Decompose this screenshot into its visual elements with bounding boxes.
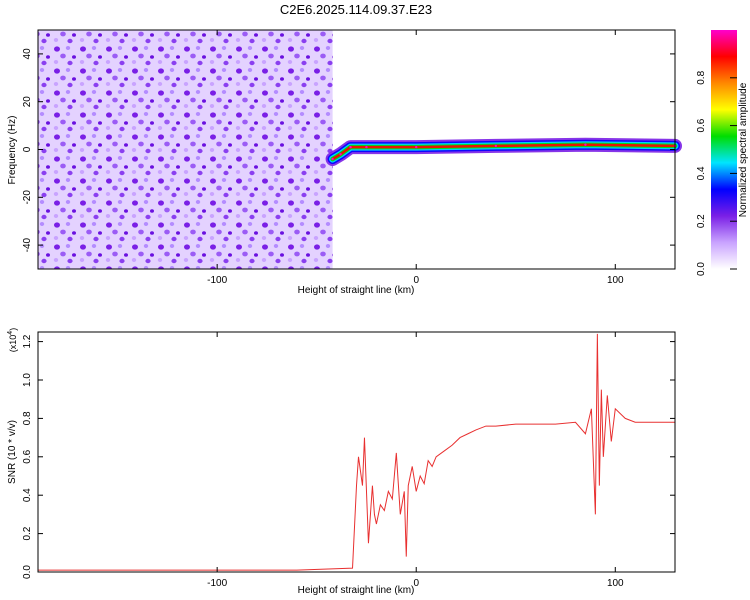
spectrogram-x-tick-label: -100 bbox=[207, 275, 227, 286]
signal-point bbox=[331, 157, 334, 161]
snr-y-tick-label: 0.8 bbox=[22, 411, 33, 425]
spectrogram-y-tick-label: -40 bbox=[22, 237, 33, 252]
spectrogram-x-tick-label: 100 bbox=[607, 275, 624, 286]
spectrogram-y-label: Frequency (Hz) bbox=[7, 116, 18, 185]
snr-x-tick-label: 100 bbox=[607, 578, 624, 589]
snr-y-tick-label: 0.0 bbox=[22, 565, 33, 579]
spectrogram-y-tick-label: 20 bbox=[22, 96, 33, 108]
spectrogram-x-label: Height of straight line (km) bbox=[298, 285, 415, 296]
snr-y-tick-label: 0.6 bbox=[22, 449, 33, 463]
snr-x-tick-label: -100 bbox=[207, 578, 227, 589]
colorbar: 0.0 0.2 0.4 0.6 0.8 Normalized spectral ampl… bbox=[696, 30, 749, 276]
signal-point bbox=[365, 145, 368, 149]
snr-x-axis: -100 0 100 bbox=[207, 332, 624, 589]
signal-band bbox=[331, 143, 677, 161]
snr-y-tick-label: 0.2 bbox=[22, 526, 33, 540]
colorbar-bar bbox=[711, 30, 737, 269]
colorbar-tick-label: 0.6 bbox=[696, 118, 707, 132]
spectrogram-y-tick-label: 40 bbox=[22, 48, 33, 60]
snr-x-label: Height of straight line (km) bbox=[298, 585, 415, 596]
spectrogram-y-tick-label: -20 bbox=[22, 190, 33, 205]
colorbar-tick-label: 0.0 bbox=[696, 262, 707, 276]
snr-scale-label: (x104) bbox=[7, 328, 18, 352]
spectrogram-noise-region bbox=[38, 30, 333, 269]
signal-point bbox=[339, 153, 342, 156]
snr-plot-area bbox=[38, 332, 675, 572]
signal-point bbox=[584, 143, 587, 146]
snr-series-line bbox=[38, 333, 675, 571]
snr-y-label: SNR (10 * v/v) bbox=[7, 420, 18, 484]
snr-y-tick-label: 1.2 bbox=[22, 334, 33, 348]
signal-point bbox=[349, 145, 352, 149]
spectrogram-x-axis: -100 0 100 bbox=[207, 30, 624, 286]
colorbar-tick-label: 0.8 bbox=[696, 70, 707, 84]
snr-frame bbox=[37, 331, 676, 573]
spectrogram-panel: -40 -20 0 20 40 -100 0 100 Height of straight … bbox=[7, 29, 682, 296]
spectrogram-signal-track bbox=[325, 137, 682, 167]
snr-x-tick-label: 0 bbox=[413, 578, 419, 589]
colorbar-ticks: 0.0 0.2 0.4 0.6 0.8 bbox=[696, 70, 737, 276]
snr-panel: 0.0 0.2 0.4 0.6 0.8 1.0 1.2 -100 0 100 Height of… bbox=[7, 328, 676, 596]
spectrogram-x-tick-label: 0 bbox=[413, 275, 419, 286]
snr-y-tick-label: 0.4 bbox=[22, 488, 33, 502]
snr-y-axis: 0.0 0.2 0.4 0.6 0.8 1.0 1.2 bbox=[22, 334, 675, 579]
signal-point bbox=[415, 145, 418, 149]
spectrogram-y-axis: -40 -20 0 20 40 bbox=[22, 48, 675, 252]
snr-y-tick-label: 1.0 bbox=[22, 373, 33, 387]
signal-point bbox=[494, 144, 498, 148]
spectrogram-y-tick-label: 0 bbox=[22, 146, 33, 152]
colorbar-tick-label: 0.2 bbox=[696, 214, 707, 228]
colorbar-tick-label: 0.4 bbox=[696, 166, 707, 180]
colorbar-label: Normalized spectral amplitude bbox=[738, 82, 749, 217]
chart-title: C2E6.2025.114.09.37.E23 bbox=[280, 2, 432, 17]
